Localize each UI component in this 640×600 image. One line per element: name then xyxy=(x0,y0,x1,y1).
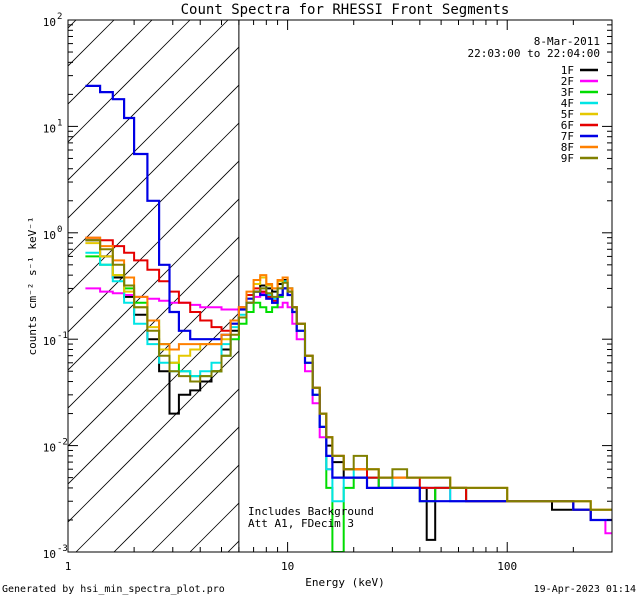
hatch-region xyxy=(68,20,640,552)
hatch-line xyxy=(68,20,191,143)
time-range-label: 22:03:00 to 22:04:00 xyxy=(468,47,600,60)
generated-by-label: Generated by hsi_min_spectra_plot.pro xyxy=(2,584,225,595)
y-tick-base: 10 xyxy=(43,122,56,135)
series-line-2F xyxy=(85,287,612,535)
y-tick-exponent: 1 xyxy=(57,118,62,128)
series-line-7F xyxy=(85,84,612,522)
hatch-line xyxy=(68,312,239,485)
hatch-line xyxy=(68,122,239,295)
legend-label-9F: 9F xyxy=(561,152,574,165)
y-tick-label: 10 -1 xyxy=(43,331,68,348)
y-tick-base: 10 xyxy=(43,335,56,348)
y-tick-label: 10 -2 xyxy=(43,438,68,455)
x-tick-labels: 1 10 100 xyxy=(65,560,517,573)
legend-label-2F: 2F xyxy=(561,75,574,88)
hatch-line xyxy=(227,540,239,552)
y-tick-label: 10 2 xyxy=(43,12,63,29)
y-tick-base: 10 xyxy=(43,442,56,455)
y-tick-exponent: -3 xyxy=(57,544,68,554)
annotation-background: Includes Background xyxy=(248,505,374,518)
y-tick-base: 10 xyxy=(43,16,56,29)
date-label: 8-Mar-2011 xyxy=(534,35,600,48)
y-tick-exponent: 2 xyxy=(57,12,62,22)
y-tick-exponent: -1 xyxy=(57,331,68,341)
x-tick-label: 1 xyxy=(65,560,72,573)
legend-label-1F: 1F xyxy=(561,64,574,77)
series-line-9F xyxy=(85,239,612,511)
hatch-line xyxy=(113,426,239,552)
x-tick-label: 10 xyxy=(281,560,294,573)
legend-label-5F: 5F xyxy=(561,108,574,121)
y-tick-label: 10 1 xyxy=(43,118,63,135)
plot-frame xyxy=(67,19,613,553)
timestamp-label: 19-Apr-2023 01:14 xyxy=(533,584,636,595)
y-tick-base: 10 xyxy=(43,548,56,561)
legend-label-4F: 4F xyxy=(561,97,574,110)
hatch-line xyxy=(266,20,640,552)
y-tick-exponent: 0 xyxy=(57,225,62,235)
y-tick-exponent: -2 xyxy=(57,438,68,448)
y-tick-label: 10 0 xyxy=(43,225,63,242)
hatch-line xyxy=(68,198,239,371)
x-tick-label: 100 xyxy=(497,560,517,573)
annotation-attenuator: Att A1, FDecim 3 xyxy=(248,517,354,530)
series-line-1F xyxy=(85,239,612,541)
chart-title: Count Spectra for RHESSI Front Segments xyxy=(181,2,510,18)
hatch-line xyxy=(68,20,115,67)
y-axis-label: counts cm⁻² s⁻¹ keV⁻¹ xyxy=(26,216,39,355)
series-line-4F xyxy=(85,251,612,521)
hatch-line xyxy=(68,46,239,219)
hatch-line xyxy=(68,274,239,447)
legend-label-3F: 3F xyxy=(561,86,574,99)
legend-label-8F: 8F xyxy=(561,141,574,154)
hatch-line xyxy=(68,84,239,257)
axis-ticks xyxy=(67,20,613,553)
hatch-line xyxy=(75,388,239,552)
hatch-line xyxy=(68,236,239,409)
y-tick-label: 10 -3 xyxy=(43,544,68,561)
hatch-line xyxy=(68,20,229,181)
legend-label-7F: 7F xyxy=(561,130,574,143)
y-tick-base: 10 xyxy=(43,229,56,242)
series-group xyxy=(85,84,612,552)
hatch-line xyxy=(68,160,239,333)
legend-label-6F: 6F xyxy=(561,119,574,132)
x-axis-label: Energy (keV) xyxy=(305,576,384,589)
hatch-line xyxy=(68,350,239,523)
